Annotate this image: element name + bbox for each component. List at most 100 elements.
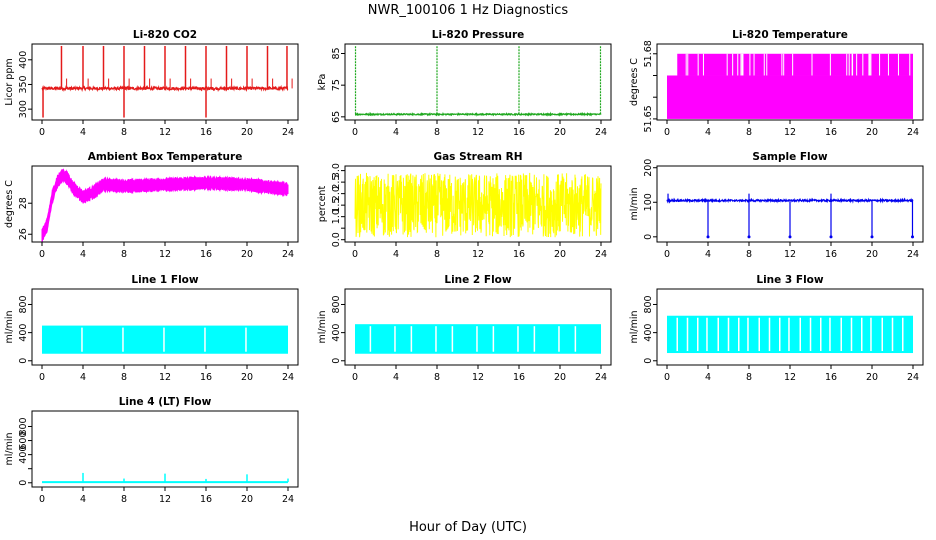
x-tick-label: 20 (554, 249, 566, 260)
y-axis-label: degrees C (629, 58, 640, 106)
y-tick-label: 400 (331, 324, 342, 342)
y-axis: 0 400 800 (643, 295, 657, 364)
y-tick-label: 400 (18, 51, 29, 69)
series-line-3-flow (667, 315, 913, 354)
x-tick-label: 4 (393, 127, 399, 138)
y-axis-label: ml/min (4, 310, 15, 343)
data-band (355, 324, 601, 354)
y-tick-label: 1.0 (331, 209, 342, 224)
x-tick-label: 12 (472, 249, 484, 260)
x-tick-label: 12 (159, 249, 171, 260)
y-axis-label: Licor ppm (4, 58, 15, 105)
x-tick-label: 24 (907, 372, 919, 383)
x-tick-label: 0 (352, 127, 358, 138)
data-point (910, 235, 914, 239)
x-tick-label: 20 (241, 249, 253, 260)
panel-title: Ambient Box Temperature (88, 151, 243, 163)
x-tick-label: 16 (825, 127, 837, 138)
x-tick-label: 24 (282, 494, 294, 505)
y-axis: 0 400 800 (331, 295, 345, 364)
x-tick-label: 12 (784, 249, 796, 260)
y-axis: 26 28 (18, 197, 32, 240)
x-tick-label: 20 (866, 127, 878, 138)
series-gas-stream-rh (354, 172, 602, 238)
x-tick-label: 12 (784, 372, 796, 383)
x-tick-label: 16 (825, 249, 837, 260)
y-axis: 65 75 85 (331, 47, 345, 123)
y-axis: 51.65 51.68 (643, 40, 657, 133)
x-axis: 0 4 8 12 16 20 24 (664, 120, 919, 138)
x-tick-label: 24 (595, 372, 607, 383)
data-point (788, 235, 792, 239)
x-tick-label: 0 (39, 249, 45, 260)
x-axis: 0 4 8 12 16 20 24 (39, 120, 294, 138)
data-band (42, 325, 288, 354)
y-tick-label: 0 (643, 234, 654, 240)
x-tick-label: 24 (907, 127, 919, 138)
x-axis: 0 4 8 12 16 20 24 (664, 365, 919, 383)
x-tick-label: 16 (200, 372, 212, 383)
panel-title: Line 1 Flow (131, 274, 198, 286)
x-tick-label: 0 (39, 372, 45, 383)
y-axis-label: degrees C (4, 180, 15, 228)
x-tick-label: 24 (907, 249, 919, 260)
y-axis-label: percent (317, 186, 328, 223)
x-tick-label: 4 (705, 372, 711, 383)
series-sample-flow (666, 193, 914, 239)
x-tick-label: 4 (393, 249, 399, 260)
y-tick-label: 51.65 (643, 105, 654, 132)
x-tick-label: 12 (784, 127, 796, 138)
y-tick-label: 100 (643, 193, 654, 211)
panel-title: Line 2 Flow (444, 274, 511, 286)
y-tick-label: 800 (18, 417, 29, 435)
x-tick-label: 8 (121, 494, 127, 505)
x-tick-label: 16 (200, 127, 212, 138)
x-tick-label: 4 (80, 249, 86, 260)
panel-ambient-box-temperature: Ambient Box Temperature 0 4 8 12 16 20 24 26 28de… (4, 151, 299, 260)
plot-frame (344, 43, 612, 121)
y-tick-label: 300 (18, 100, 29, 118)
x-tick-label: 0 (664, 372, 670, 383)
x-tick-label: 20 (554, 127, 566, 138)
panel-title: Line 4 (LT) Flow (119, 396, 212, 408)
panel-gas-stream-rh: Gas Stream RH 0 4 8 12 16 20 24 0.0 1.01.52.02.53… (317, 151, 612, 260)
y-tick-label: 0 (331, 358, 342, 364)
figure-x-axis-title: Hour of Day (UTC) (409, 520, 527, 535)
y-axis: 0 100 200 (643, 159, 657, 240)
x-tick-label: 8 (434, 127, 440, 138)
y-tick-label: 26 (18, 228, 29, 240)
data-line (666, 197, 914, 204)
y-tick-label: 2.5 (331, 175, 342, 190)
x-tick-label: 4 (80, 494, 86, 505)
data-band-high (677, 53, 913, 76)
x-tick-label: 4 (705, 249, 711, 260)
x-tick-label: 8 (121, 249, 127, 260)
x-tick-label: 12 (472, 372, 484, 383)
x-tick-label: 24 (595, 249, 607, 260)
x-tick-label: 4 (80, 372, 86, 383)
x-tick-label: 16 (513, 127, 525, 138)
data-band (667, 315, 913, 354)
y-tick-label: 200 (643, 159, 654, 177)
y-tick-label: 600 (18, 431, 29, 449)
x-axis: 0 4 8 12 16 20 24 (39, 487, 294, 505)
y-tick-label: 350 (18, 75, 29, 93)
data-band-low (667, 75, 913, 119)
panel-title: Gas Stream RH (433, 151, 522, 163)
series-li-820-co2 (41, 45, 293, 118)
y-tick-label: 800 (18, 295, 29, 313)
y-tick-label: 51.68 (643, 40, 654, 67)
x-tick-label: 20 (241, 127, 253, 138)
y-tick-label: 400 (18, 324, 29, 342)
x-axis: 0 4 8 12 16 20 24 (39, 365, 294, 383)
panel-li-820-temperature: Li-820 Temperature 0 4 8 12 16 20 24 51.65 51.68d… (629, 29, 924, 138)
x-tick-label: 24 (282, 127, 294, 138)
y-tick-label: 75 (331, 79, 342, 91)
series-ambient-box-temperature (41, 168, 289, 243)
x-tick-label: 8 (746, 127, 752, 138)
